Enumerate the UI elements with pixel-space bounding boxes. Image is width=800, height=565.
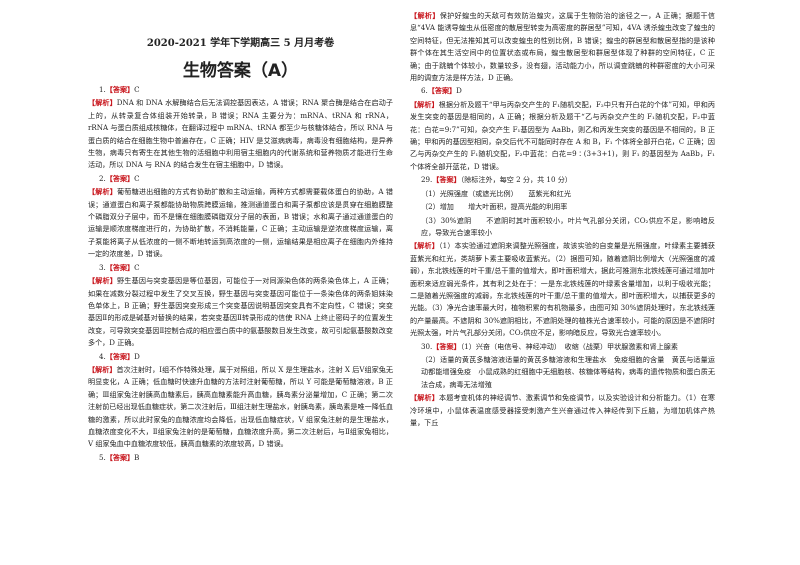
- item-tag: 【答案】: [432, 175, 461, 185]
- item-text: 根据分析及题干“甲与丙杂交产生的 F₁随机交配，F₂中只有开白花的个体”可知，甲…: [410, 99, 715, 171]
- answer-paragraph: 6.【答案】D: [410, 85, 715, 97]
- item-tag: 【答案】: [105, 452, 135, 462]
- item-text: D: [134, 351, 140, 361]
- item-tag: 【解析】: [410, 99, 439, 109]
- item-text: （2）增加 增大叶面积，提高光能的利用率: [421, 202, 568, 212]
- item-tag: 【解析】: [88, 98, 117, 108]
- item-tag: 【解析】: [410, 11, 440, 20]
- item-text: （1）兴奋（电信号、神经冲动） 收缩（战栗）甲状腺激素和肾上腺素: [460, 341, 678, 351]
- item-tag: 【答案】: [105, 351, 135, 361]
- item-text: （除标注外，每空 2 分，共 10 分）: [460, 175, 572, 185]
- item-number: 6.: [421, 86, 428, 96]
- exam-title: 2020-2021 学年下学期高三 5 月月考卷: [146, 38, 335, 49]
- item-text: 葡萄糖进出细胞的方式有协助扩散和主动运输，两种方式都需要载体蛋白的协助，A 错误…: [88, 187, 393, 259]
- item-text: （3）30%遮阴 不遮阴时其叶面积较小，叶片气孔部分关闭，CO₂供应不足，影响暗…: [421, 215, 715, 237]
- analysis-paragraph: 【解析】本题考查机体的神经调节、激素调节和免疫调节，以及实验设计和分析能力。（1…: [410, 392, 715, 429]
- analysis-paragraph: 【解析】DNA 和 DNA 水解酶结合后无法调控基因表达，A 错误；RNA 聚合…: [88, 97, 393, 171]
- analysis-paragraph: 【解析】保护好蝗虫的天敌可有效防治蝗灾，这属于生物防治的途径之一，A 正确；据题…: [410, 10, 715, 84]
- item-tag: 【解析】: [410, 393, 439, 403]
- item-number: 2.: [99, 173, 106, 183]
- analysis-paragraph: 【解析】野生基因与突变基因是等位基因，可能位于一对同源染色体的两条染色体上，A …: [88, 275, 393, 349]
- analysis-paragraph: 【解析】葡萄糖进出细胞的方式有协助扩散和主动运输，两种方式都需要载体蛋白的协助，…: [88, 186, 393, 260]
- item-text: （2）适量的黄芪多糖溶液适量的黄芪多糖溶液和生理盐水 免疫细胞的含量 黄芪与适量…: [421, 354, 715, 389]
- item-text: DNA 和 DNA 水解酶结合后无法调控基因表达，A 错误；RNA 聚合酶是结合…: [88, 98, 393, 170]
- answer-paragraph: 1.【答案】C: [88, 84, 393, 96]
- analysis-paragraph: 【解析】首次注射时，Ⅰ组不作特殊处理，属于对照组，所以 X 是生理盐水，注射 X…: [88, 364, 393, 451]
- item-tag: 【解析】: [88, 364, 117, 374]
- item-text: 本题考查机体的神经调节、激素调节和免疫调节，以及实验设计和分析能力。（1）在寒冷…: [410, 393, 715, 427]
- answer-paragraph: 2.【答案】C: [88, 173, 393, 185]
- answer-paragraph: 30.【答案】（1）兴奋（电信号、神经冲动） 收缩（战栗）甲状腺激素和肾上腺素: [410, 341, 715, 353]
- item-text: 野生基因与突变基因是等位基因，可能位于一对同源染色体的两条染色体上，A 正确；如…: [88, 276, 393, 348]
- item-number: 5.: [99, 452, 106, 462]
- item-text: 首次注射时，Ⅰ组不作特殊处理，属于对照组，所以 X 是生理盐水，注射 X 后Ⅴ组…: [88, 364, 393, 449]
- item-text: B: [134, 452, 140, 462]
- item-number: 3.: [99, 262, 106, 272]
- item-text: C: [134, 85, 140, 94]
- answer-paragraph: 3.【答案】C: [88, 262, 393, 274]
- item-tag: 【解析】: [410, 241, 439, 251]
- item-tag: 【答案】: [432, 341, 461, 351]
- item-text: 保护好蝗虫的天敌可有效防治蝗灾，这属于生物防治的途径之一，A 正确；据题干信息“…: [410, 11, 715, 83]
- plain-paragraph: （1）光照强度（或遮光比例） 蓝紫光和红光: [410, 188, 715, 200]
- plain-paragraph: （3）30%遮阴 不遮阴时其叶面积较小，叶片气孔部分关闭，CO₂供应不足，影响暗…: [410, 215, 715, 240]
- item-tag: 【答案】: [427, 86, 457, 96]
- item-text: （1）本实验通过遮阴来调整光照强度，故该实验的自变量是光照强度，叶绿素主要捕获蓝…: [410, 241, 715, 338]
- plain-paragraph: （2）适量的黄芪多糖溶液适量的黄芪多糖溶液和生理盐水 免疫细胞的含量 黄芪与适量…: [410, 354, 715, 391]
- answer-paragraph: 4.【答案】D: [88, 351, 393, 363]
- item-tag: 【答案】: [105, 262, 135, 272]
- doc-title: 生物答案（A）: [182, 61, 299, 81]
- item-tag: 【答案】: [105, 173, 135, 183]
- analysis-paragraph: 【解析】根据分析及题干“甲与丙杂交产生的 F₁随机交配，F₂中只有开白花的个体”…: [410, 99, 715, 173]
- item-tag: 【解析】: [88, 187, 118, 197]
- answer-paragraph: 5.【答案】B: [88, 452, 393, 464]
- item-text: C: [134, 173, 140, 183]
- item-text: C: [134, 262, 140, 272]
- item-number: 4.: [99, 351, 106, 361]
- item-tag: 【答案】: [105, 85, 135, 94]
- item-number: 1.: [99, 85, 106, 94]
- left-column: 1.【答案】C 【解析】DNA 和 DNA 水解酶结合后无法调控基因表达，A 错误…: [88, 84, 393, 562]
- answer-paragraph: 29.【答案】（除标注外，每空 2 分，共 10 分）: [410, 174, 715, 186]
- item-text: D: [456, 86, 462, 96]
- item-number: 30.: [421, 341, 433, 351]
- right-column: 【解析】保护好蝗虫的天敌可有效防治蝗灾，这属于生物防治的途径之一，A 正确；据题…: [410, 10, 715, 562]
- item-text: （1）光照强度（或遮光比例） 蓝紫光和红光: [421, 188, 571, 198]
- item-number: 29.: [421, 175, 433, 185]
- analysis-paragraph: 【解析】（1）本实验通过遮阴来调整光照强度，故该实验的自变量是光照强度，叶绿素主…: [410, 240, 715, 339]
- plain-paragraph: （2）增加 增大叶面积，提高光能的利用率: [410, 201, 715, 213]
- item-tag: 【解析】: [88, 276, 118, 286]
